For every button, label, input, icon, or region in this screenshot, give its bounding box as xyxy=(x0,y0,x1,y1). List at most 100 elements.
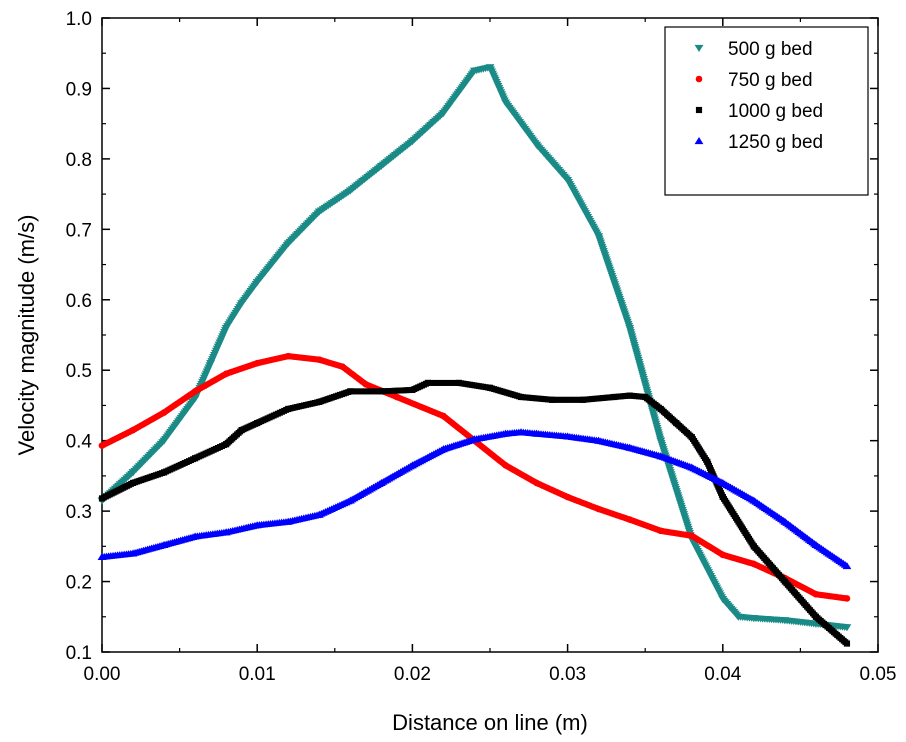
data-point xyxy=(594,233,604,241)
x-tick-label: 0.03 xyxy=(549,664,586,685)
data-point xyxy=(656,452,666,460)
data-point xyxy=(611,393,618,401)
data-point xyxy=(283,517,293,525)
series-1250-g-bed xyxy=(97,428,852,570)
data-point xyxy=(285,405,292,413)
y-tick-label: 1.0 xyxy=(66,9,92,30)
legend-label: 1000 g bed xyxy=(728,101,823,122)
y-tick-label: 0.3 xyxy=(66,502,92,523)
y-tick-label: 0.4 xyxy=(66,432,93,453)
data-point xyxy=(238,427,245,434)
data-point xyxy=(780,617,790,625)
series-500-g-bed xyxy=(97,64,852,632)
axis-ticks: 0.00 0.01 0.02 0.03 0.04 0.05 0.1 0.2 0.3 0.4 0.5 0… xyxy=(66,9,897,685)
legend-marker xyxy=(695,75,703,83)
data-point xyxy=(595,505,602,513)
data-point xyxy=(362,381,370,388)
data-point xyxy=(533,479,540,487)
legend-marker xyxy=(694,137,704,145)
data-point xyxy=(347,388,354,395)
data-point xyxy=(283,240,293,248)
data-point xyxy=(393,393,401,401)
data-point xyxy=(315,356,323,363)
data-point xyxy=(842,562,852,570)
data-point xyxy=(749,496,759,504)
data-point xyxy=(316,398,323,406)
data-point xyxy=(502,462,509,469)
legend-label: 500 g bed xyxy=(728,39,813,60)
data-point xyxy=(719,493,726,501)
data-point xyxy=(843,640,851,647)
data-point xyxy=(704,458,711,465)
y-tick-label: 0.6 xyxy=(66,291,92,312)
data-point xyxy=(564,493,571,501)
data-point xyxy=(532,141,541,149)
legend: 500 g bed 750 g bed 1000 g bed 1250 g bed xyxy=(664,26,869,196)
data-point xyxy=(812,590,820,598)
data-point xyxy=(718,478,728,487)
data-point xyxy=(516,428,526,436)
legend-marker xyxy=(695,106,703,114)
data-point xyxy=(549,396,556,403)
data-point xyxy=(190,532,200,540)
data-point xyxy=(517,393,525,401)
data-point xyxy=(470,435,479,443)
data-point xyxy=(656,437,666,445)
data-point xyxy=(563,176,572,184)
data-point xyxy=(191,388,199,395)
data-point xyxy=(98,495,106,502)
series-1000-g-bed xyxy=(98,379,851,647)
data-point xyxy=(129,426,137,434)
data-point xyxy=(424,379,431,386)
y-axis-title: Velocity magnitude (m/s) xyxy=(14,215,39,456)
series-750-g-bed xyxy=(98,352,851,602)
series-layer xyxy=(97,64,852,647)
data-point xyxy=(688,434,695,441)
data-point xyxy=(314,510,324,518)
legend-label: 750 g bed xyxy=(728,70,813,91)
data-point xyxy=(455,379,463,386)
data-point xyxy=(376,162,386,170)
x-tick-label: 0.05 xyxy=(860,664,897,685)
data-point xyxy=(811,540,821,549)
data-point xyxy=(563,432,572,440)
data-point xyxy=(98,442,106,449)
data-point xyxy=(376,478,386,487)
data-point xyxy=(687,463,697,471)
data-point xyxy=(159,540,169,549)
data-point xyxy=(657,527,665,535)
data-point xyxy=(408,138,417,146)
data-point xyxy=(160,409,168,416)
data-point xyxy=(206,360,216,368)
data-point xyxy=(339,363,346,371)
data-point xyxy=(812,613,819,620)
data-point xyxy=(642,393,649,401)
data-point xyxy=(223,441,230,448)
y-tick-label: 0.8 xyxy=(66,150,92,171)
y-tick-label: 0.5 xyxy=(66,361,92,382)
data-point xyxy=(128,549,138,557)
data-point xyxy=(159,437,169,445)
data-point xyxy=(439,110,448,118)
data-point xyxy=(594,436,604,444)
data-point xyxy=(626,392,633,399)
data-point xyxy=(222,370,230,378)
data-point xyxy=(254,419,261,427)
data-point xyxy=(192,455,199,462)
data-point xyxy=(750,560,758,568)
data-point xyxy=(532,429,541,437)
data-point xyxy=(408,461,417,469)
data-point xyxy=(253,359,261,367)
data-point xyxy=(719,551,727,559)
data-point xyxy=(657,405,664,413)
data-point xyxy=(625,443,635,451)
x-tick-label: 0.01 xyxy=(239,664,276,685)
data-point xyxy=(237,300,247,308)
y-tick-label: 0.1 xyxy=(66,643,92,664)
legend-marker xyxy=(694,44,704,52)
y-tick-label: 0.9 xyxy=(66,79,92,100)
data-point xyxy=(733,613,743,621)
data-point xyxy=(688,532,696,540)
data-point xyxy=(470,67,479,75)
